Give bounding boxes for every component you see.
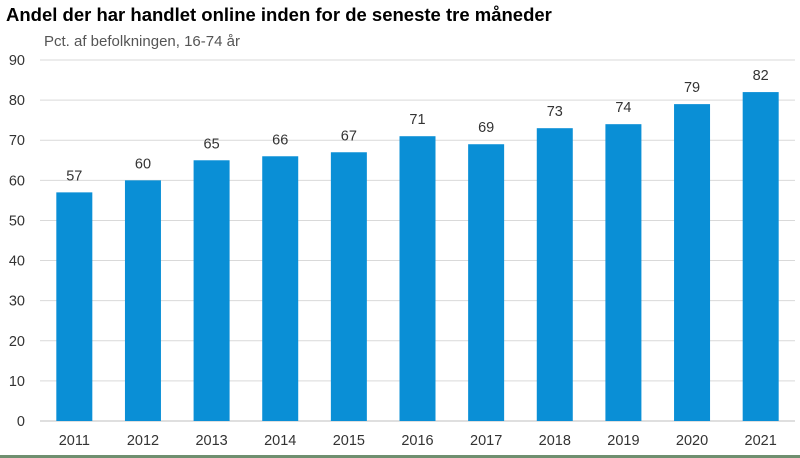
- data-label: 57: [66, 168, 82, 184]
- bar-2021: [742, 92, 779, 421]
- x-tick-label: 2015: [333, 433, 365, 449]
- data-label: 71: [409, 112, 425, 128]
- x-tick-label: 2019: [607, 433, 639, 449]
- x-tick-label: 2011: [59, 433, 90, 449]
- bars: [56, 92, 779, 421]
- data-label: 69: [478, 120, 494, 136]
- data-label: 82: [753, 68, 769, 84]
- x-tick-label: 2016: [401, 433, 433, 449]
- data-label: 65: [204, 136, 220, 152]
- bar-2020: [674, 104, 711, 421]
- bar-2013: [193, 160, 230, 421]
- data-labels: 57 60 65 66 67 71 69 73 74 79 82: [66, 68, 769, 184]
- y-axis-ticks: 0 10 20 30 40 50 60 70 80 90: [9, 53, 25, 430]
- bar-2014: [262, 156, 299, 421]
- bar-2019: [605, 124, 642, 421]
- x-tick-label: 2017: [470, 433, 502, 449]
- y-tick-label: 90: [9, 53, 25, 69]
- data-label: 60: [135, 156, 151, 172]
- data-label: 66: [272, 132, 288, 148]
- x-axis-ticks: 2011 2012 2013 2014 2015 2016 2017 2018 2019 2020…: [59, 433, 777, 449]
- chart-title: Andel der har handlet online inden for d…: [6, 4, 552, 25]
- bottom-rule: [0, 455, 800, 458]
- x-tick-label: 2020: [676, 433, 708, 449]
- x-tick-label: 2021: [745, 433, 777, 449]
- data-label: 73: [547, 104, 563, 120]
- x-tick-label: 2018: [539, 433, 571, 449]
- x-tick-label: 2012: [127, 433, 159, 449]
- y-tick-label: 10: [9, 374, 25, 390]
- y-tick-label: 40: [9, 254, 25, 270]
- chart-subtitle: Pct. af befolkningen, 16-74 år: [44, 33, 240, 50]
- bar-2012: [124, 180, 161, 421]
- x-tick-label: 2013: [195, 433, 227, 449]
- y-tick-label: 70: [9, 133, 25, 149]
- y-tick-label: 80: [9, 93, 25, 109]
- bar-2016: [399, 136, 436, 421]
- data-label: 79: [684, 80, 700, 96]
- y-tick-label: 0: [17, 414, 25, 430]
- data-label: 67: [341, 128, 357, 144]
- bar-2017: [468, 144, 505, 421]
- y-tick-label: 30: [9, 294, 25, 310]
- data-label: 74: [615, 100, 631, 116]
- bar-2018: [536, 128, 573, 421]
- y-tick-label: 20: [9, 334, 25, 350]
- x-tick-label: 2014: [264, 433, 296, 449]
- bar-2011: [56, 192, 93, 421]
- y-tick-label: 50: [9, 213, 25, 229]
- y-tick-label: 60: [9, 173, 25, 189]
- bar-2015: [330, 152, 367, 421]
